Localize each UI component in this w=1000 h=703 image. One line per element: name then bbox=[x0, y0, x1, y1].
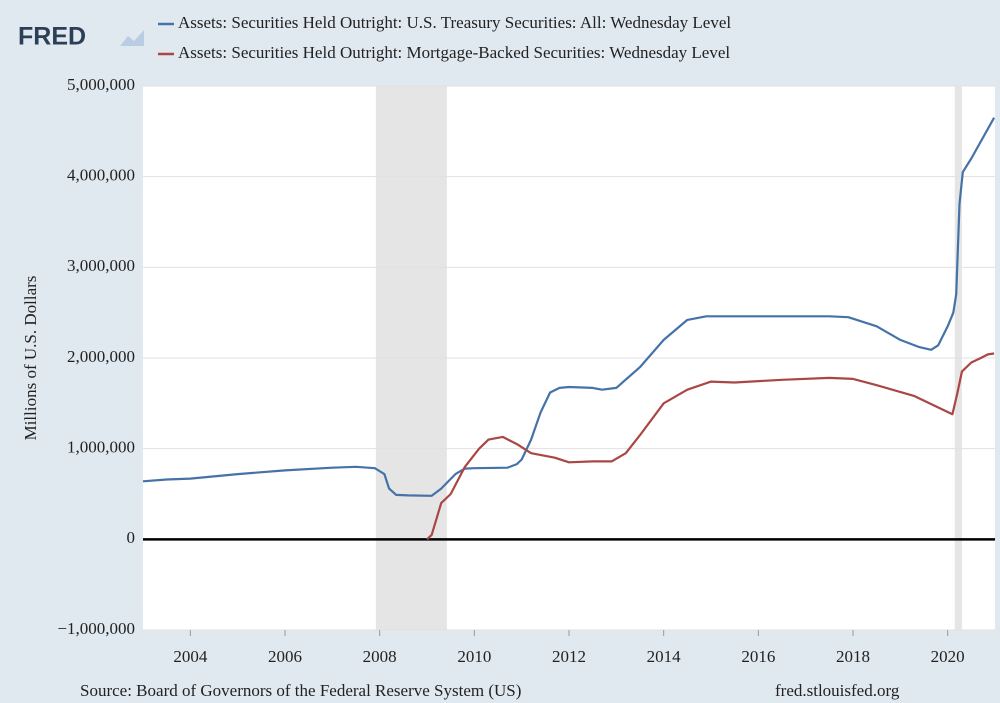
x-tick-label: 2006 bbox=[268, 647, 302, 666]
series-line bbox=[426, 352, 995, 541]
y-axis-label: Millions of U.S. Dollars bbox=[21, 276, 40, 441]
y-tick-label: 5,000,000 bbox=[67, 75, 135, 94]
y-tick-label: 1,000,000 bbox=[67, 438, 135, 457]
y-tick-label: −1,000,000 bbox=[57, 619, 135, 638]
x-tick-label: 2010 bbox=[457, 647, 491, 666]
site: fred.stlouisfed.org bbox=[775, 681, 900, 700]
x-tick-label: 2016 bbox=[741, 647, 775, 666]
y-tick-label: 2,000,000 bbox=[67, 347, 135, 366]
x-tick-label: 2014 bbox=[647, 647, 682, 666]
x-tick-label: 2018 bbox=[836, 647, 870, 666]
series-line bbox=[142, 117, 996, 497]
x-tick-label: 2004 bbox=[173, 647, 208, 666]
y-tick-label: 3,000,000 bbox=[67, 256, 135, 275]
y-tick-label: 4,000,000 bbox=[67, 166, 135, 185]
legend-label: Assets: Securities Held Outright: Mortga… bbox=[178, 43, 730, 62]
logo: FRED bbox=[18, 23, 86, 51]
legend-label: Assets: Securities Held Outright: U.S. T… bbox=[178, 13, 731, 32]
source: Source: Board of Governors of the Federa… bbox=[80, 681, 521, 700]
x-tick-label: 2020 bbox=[931, 647, 965, 666]
x-tick-label: 2008 bbox=[363, 647, 397, 666]
x-tick-label: 2012 bbox=[552, 647, 586, 666]
y-tick-label: 0 bbox=[127, 528, 136, 547]
logo-icon bbox=[120, 30, 144, 46]
